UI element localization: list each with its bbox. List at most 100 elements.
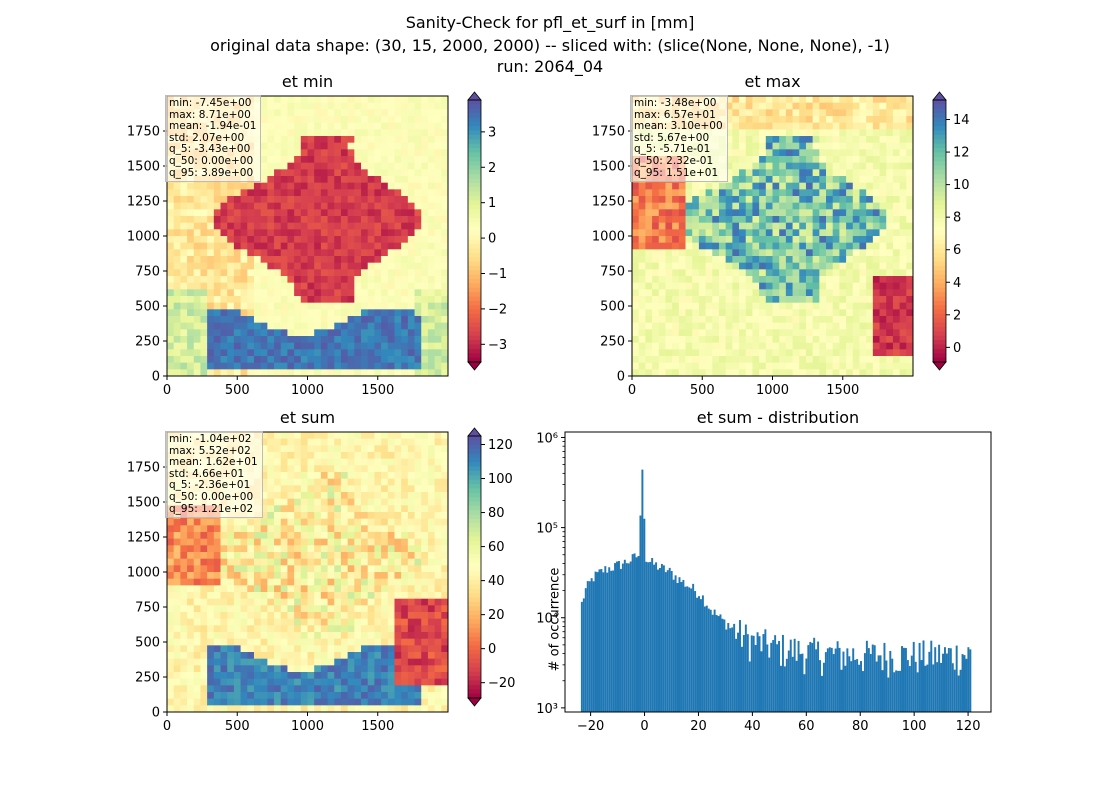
heatmap-cell (267, 369, 275, 377)
heatmap-cell (260, 222, 268, 230)
heatmap-cell (294, 478, 302, 486)
heatmap-cell (361, 518, 369, 526)
heatmap-cell (772, 122, 780, 130)
y-tick-label: 1750 (127, 125, 160, 140)
heatmap-cell (267, 632, 275, 640)
heatmap-cell (253, 552, 262, 560)
heatmap-cell (799, 162, 807, 170)
heatmap-cell (779, 349, 787, 357)
heatmap-cell (354, 438, 362, 446)
heatmap-cell (253, 296, 262, 304)
heatmap-cell (167, 632, 175, 640)
heatmap-cell (180, 558, 188, 566)
heatmap-cell (187, 349, 195, 357)
panel-title-et-sum: et sum (279, 408, 336, 427)
heatmap-cell (812, 156, 820, 164)
heatmap-cell (280, 585, 288, 593)
heatmap-cell (892, 216, 901, 224)
heatmap-cell (240, 625, 248, 633)
heatmap-cell (785, 362, 793, 370)
heatmap-cell (387, 102, 395, 110)
heatmap-cell (280, 465, 288, 473)
heatmap-cell (367, 176, 375, 184)
heatmap-cell (665, 256, 673, 264)
heatmap-cell (805, 289, 814, 297)
heatmap-cell (361, 498, 369, 506)
heatmap-cell (427, 242, 436, 250)
heatmap-cell (826, 109, 834, 117)
heatmap-cell (320, 329, 328, 337)
heatmap-cell (394, 102, 402, 110)
heatmap-cell (759, 129, 767, 137)
heatmap-cell (441, 122, 449, 130)
heatmap-cell (799, 342, 807, 350)
heatmap-cell (434, 102, 442, 110)
heatmap-cell (300, 605, 308, 613)
heatmap-cell (886, 102, 894, 110)
heatmap-cell (765, 96, 773, 104)
heatmap-cell (193, 705, 201, 713)
heatmap-cell (260, 296, 268, 304)
heatmap-cell (287, 322, 295, 330)
heatmap-cell (340, 342, 349, 350)
heatmap-cell (334, 369, 342, 377)
heatmap-cell (314, 558, 322, 566)
heatmap-cell (327, 142, 335, 150)
heatmap-cell (274, 209, 282, 217)
heatmap-cell (387, 116, 395, 124)
heatmap-cell (361, 196, 369, 204)
heatmap-cell (421, 189, 429, 197)
heatmap-cell (685, 289, 693, 297)
heatmap-cell (294, 296, 302, 304)
heatmap-cell (866, 349, 874, 357)
colorbar-segment (468, 261, 481, 267)
colorbar-segment (933, 357, 946, 363)
heatmap-cell (745, 156, 753, 164)
heatmap-cell (247, 612, 255, 620)
heatmap-cell (294, 329, 302, 337)
heatmap-cell (287, 445, 295, 453)
heatmap-cell (247, 625, 255, 633)
heatmap-cell (320, 572, 328, 580)
heatmap-cell (334, 269, 342, 277)
heatmap-cell (307, 336, 315, 344)
heatmap-cell (193, 189, 201, 197)
heatmap-cell (340, 558, 349, 566)
heatmap-cell (899, 169, 907, 177)
heatmap-cell (652, 216, 660, 224)
heatmap-cell (347, 262, 355, 270)
heatmap-cell (274, 156, 282, 164)
heatmap-cell (692, 349, 700, 357)
heatmap-cell (899, 342, 907, 350)
heatmap-cell (665, 182, 673, 190)
heatmap-cell (872, 142, 880, 150)
heatmap-cell (294, 136, 302, 144)
heatmap-cell (407, 136, 415, 144)
heatmap-cell (173, 296, 181, 304)
heatmap-cell (672, 342, 680, 350)
heatmap-cell (632, 262, 640, 270)
heatmap-cell (886, 122, 894, 130)
heatmap-cell (819, 216, 827, 224)
heatmap-cell (354, 129, 362, 137)
heatmap-cell (745, 176, 753, 184)
heatmap-cell (334, 452, 342, 460)
heatmap-cell (772, 129, 780, 137)
heatmap-cell (799, 242, 807, 250)
heatmap-cell (819, 282, 827, 290)
heatmap-cell (361, 585, 369, 593)
heatmap-cell (652, 282, 660, 290)
heatmap-cell (280, 222, 288, 230)
heatmap-cell (173, 572, 181, 580)
heatmap-cell (227, 202, 235, 210)
heatmap-cell (327, 102, 335, 110)
heatmap-cell (227, 645, 235, 653)
heatmap-cell (340, 598, 349, 606)
heatmap-cell (752, 96, 760, 104)
heatmap-cell (247, 538, 255, 546)
heatmap-cell (200, 289, 208, 297)
heatmap-cell (340, 289, 349, 297)
heatmap-cell (739, 96, 747, 104)
heatmap-cell (665, 329, 673, 337)
heatmap-cell (401, 342, 409, 350)
